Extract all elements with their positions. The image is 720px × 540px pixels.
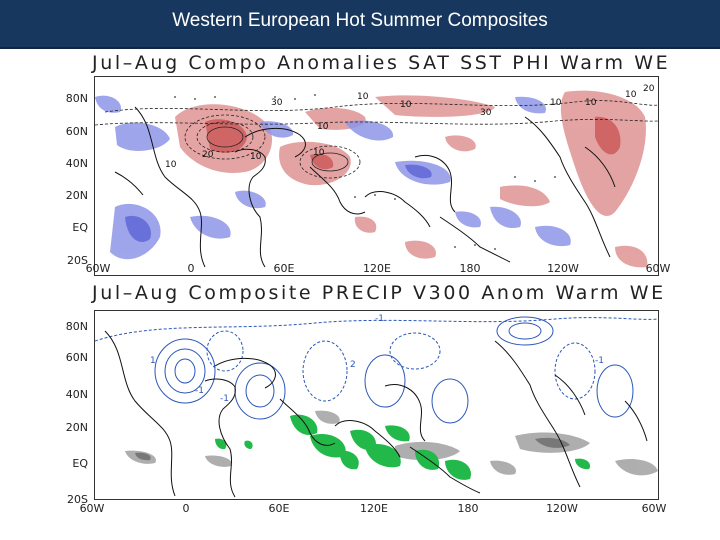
lat-label: EQ	[72, 457, 88, 470]
bottom-panel: Jul–Aug Composite PRECIP V300 Anom Warm …	[56, 278, 676, 518]
coastlines	[104, 330, 648, 498]
v300-contours	[154, 316, 634, 424]
contour-label: 10	[165, 160, 177, 170]
top-map-graphic: 30 10 10 10 30 10 10 10 20 10 10 10 20	[95, 84, 658, 268]
top-panel-title: Jul–Aug Compo Anomalies SAT SST PHI Warm…	[92, 52, 671, 74]
lat-label: 80N	[65, 92, 88, 105]
slide-title-bar: Western European Hot Summer Composites	[0, 0, 720, 49]
contour-label: 20	[643, 84, 655, 94]
contour-label: -1	[220, 394, 229, 404]
lat-label: 80N	[65, 320, 88, 333]
lon-label: 120W	[547, 262, 579, 275]
contour-label: 10	[585, 98, 597, 108]
lat-label: 40N	[65, 388, 88, 401]
contour-label: 10	[400, 100, 412, 110]
lon-label: 60W	[79, 502, 105, 515]
lon-label: 60W	[641, 502, 667, 515]
top-map: 30 10 10 10 30 10 10 10 20 10 10 10 20	[94, 76, 659, 276]
lon-label: 120W	[546, 502, 578, 515]
contour-label: 30	[271, 98, 283, 108]
lon-label: 60W	[645, 262, 671, 275]
contour-label: 10	[317, 122, 329, 132]
lon-label: 0	[182, 502, 190, 515]
contour-label: 10	[625, 90, 637, 100]
bottom-panel-title: Jul–Aug Composite PRECIP V300 Anom Warm …	[92, 282, 666, 304]
slide-title: Western European Hot Summer Composites	[172, 10, 548, 31]
bottom-map: -1 1 -1 -1 2 -1	[94, 310, 659, 500]
contour-label: -1	[595, 356, 604, 366]
coastlines	[114, 106, 616, 268]
wind-vectors	[174, 94, 556, 250]
lon-label: 0	[187, 262, 195, 275]
contour-label: 10	[550, 98, 562, 108]
warm-anomaly-patches	[175, 90, 648, 268]
lon-label: 60E	[273, 262, 295, 275]
contour-label: 10	[357, 92, 369, 102]
lat-label: 60N	[65, 125, 88, 138]
lat-label: 40N	[65, 157, 88, 170]
contour-label: 20	[202, 150, 214, 160]
lon-label: 120E	[363, 262, 391, 275]
bottom-map-graphic: -1 1 -1 -1 2 -1	[95, 314, 658, 498]
lat-label: 20S	[67, 254, 88, 267]
lon-label: 120E	[360, 502, 388, 515]
lon-label: 180	[457, 502, 479, 515]
phi-contours	[95, 100, 658, 179]
lat-label: 20N	[65, 421, 88, 434]
lon-label: 60W	[85, 262, 111, 275]
lat-label: 60N	[65, 351, 88, 364]
lat-label: EQ	[72, 221, 88, 234]
lon-label: 60E	[268, 502, 290, 515]
top-panel: Jul–Aug Compo Anomalies SAT SST PHI Warm…	[56, 50, 676, 278]
lat-label: 20N	[65, 189, 88, 202]
lat-label: 20S	[67, 493, 88, 506]
contour-label: 30	[480, 108, 492, 118]
contour-label: -1	[375, 314, 384, 324]
contour-label: 10	[313, 148, 325, 158]
contour-label: 1	[150, 356, 156, 366]
contour-label: 10	[250, 152, 262, 162]
contour-label: -1	[195, 386, 204, 396]
contour-label: 2	[350, 360, 356, 370]
wet-anomaly-patches	[215, 414, 591, 480]
lon-label: 180	[459, 262, 481, 275]
